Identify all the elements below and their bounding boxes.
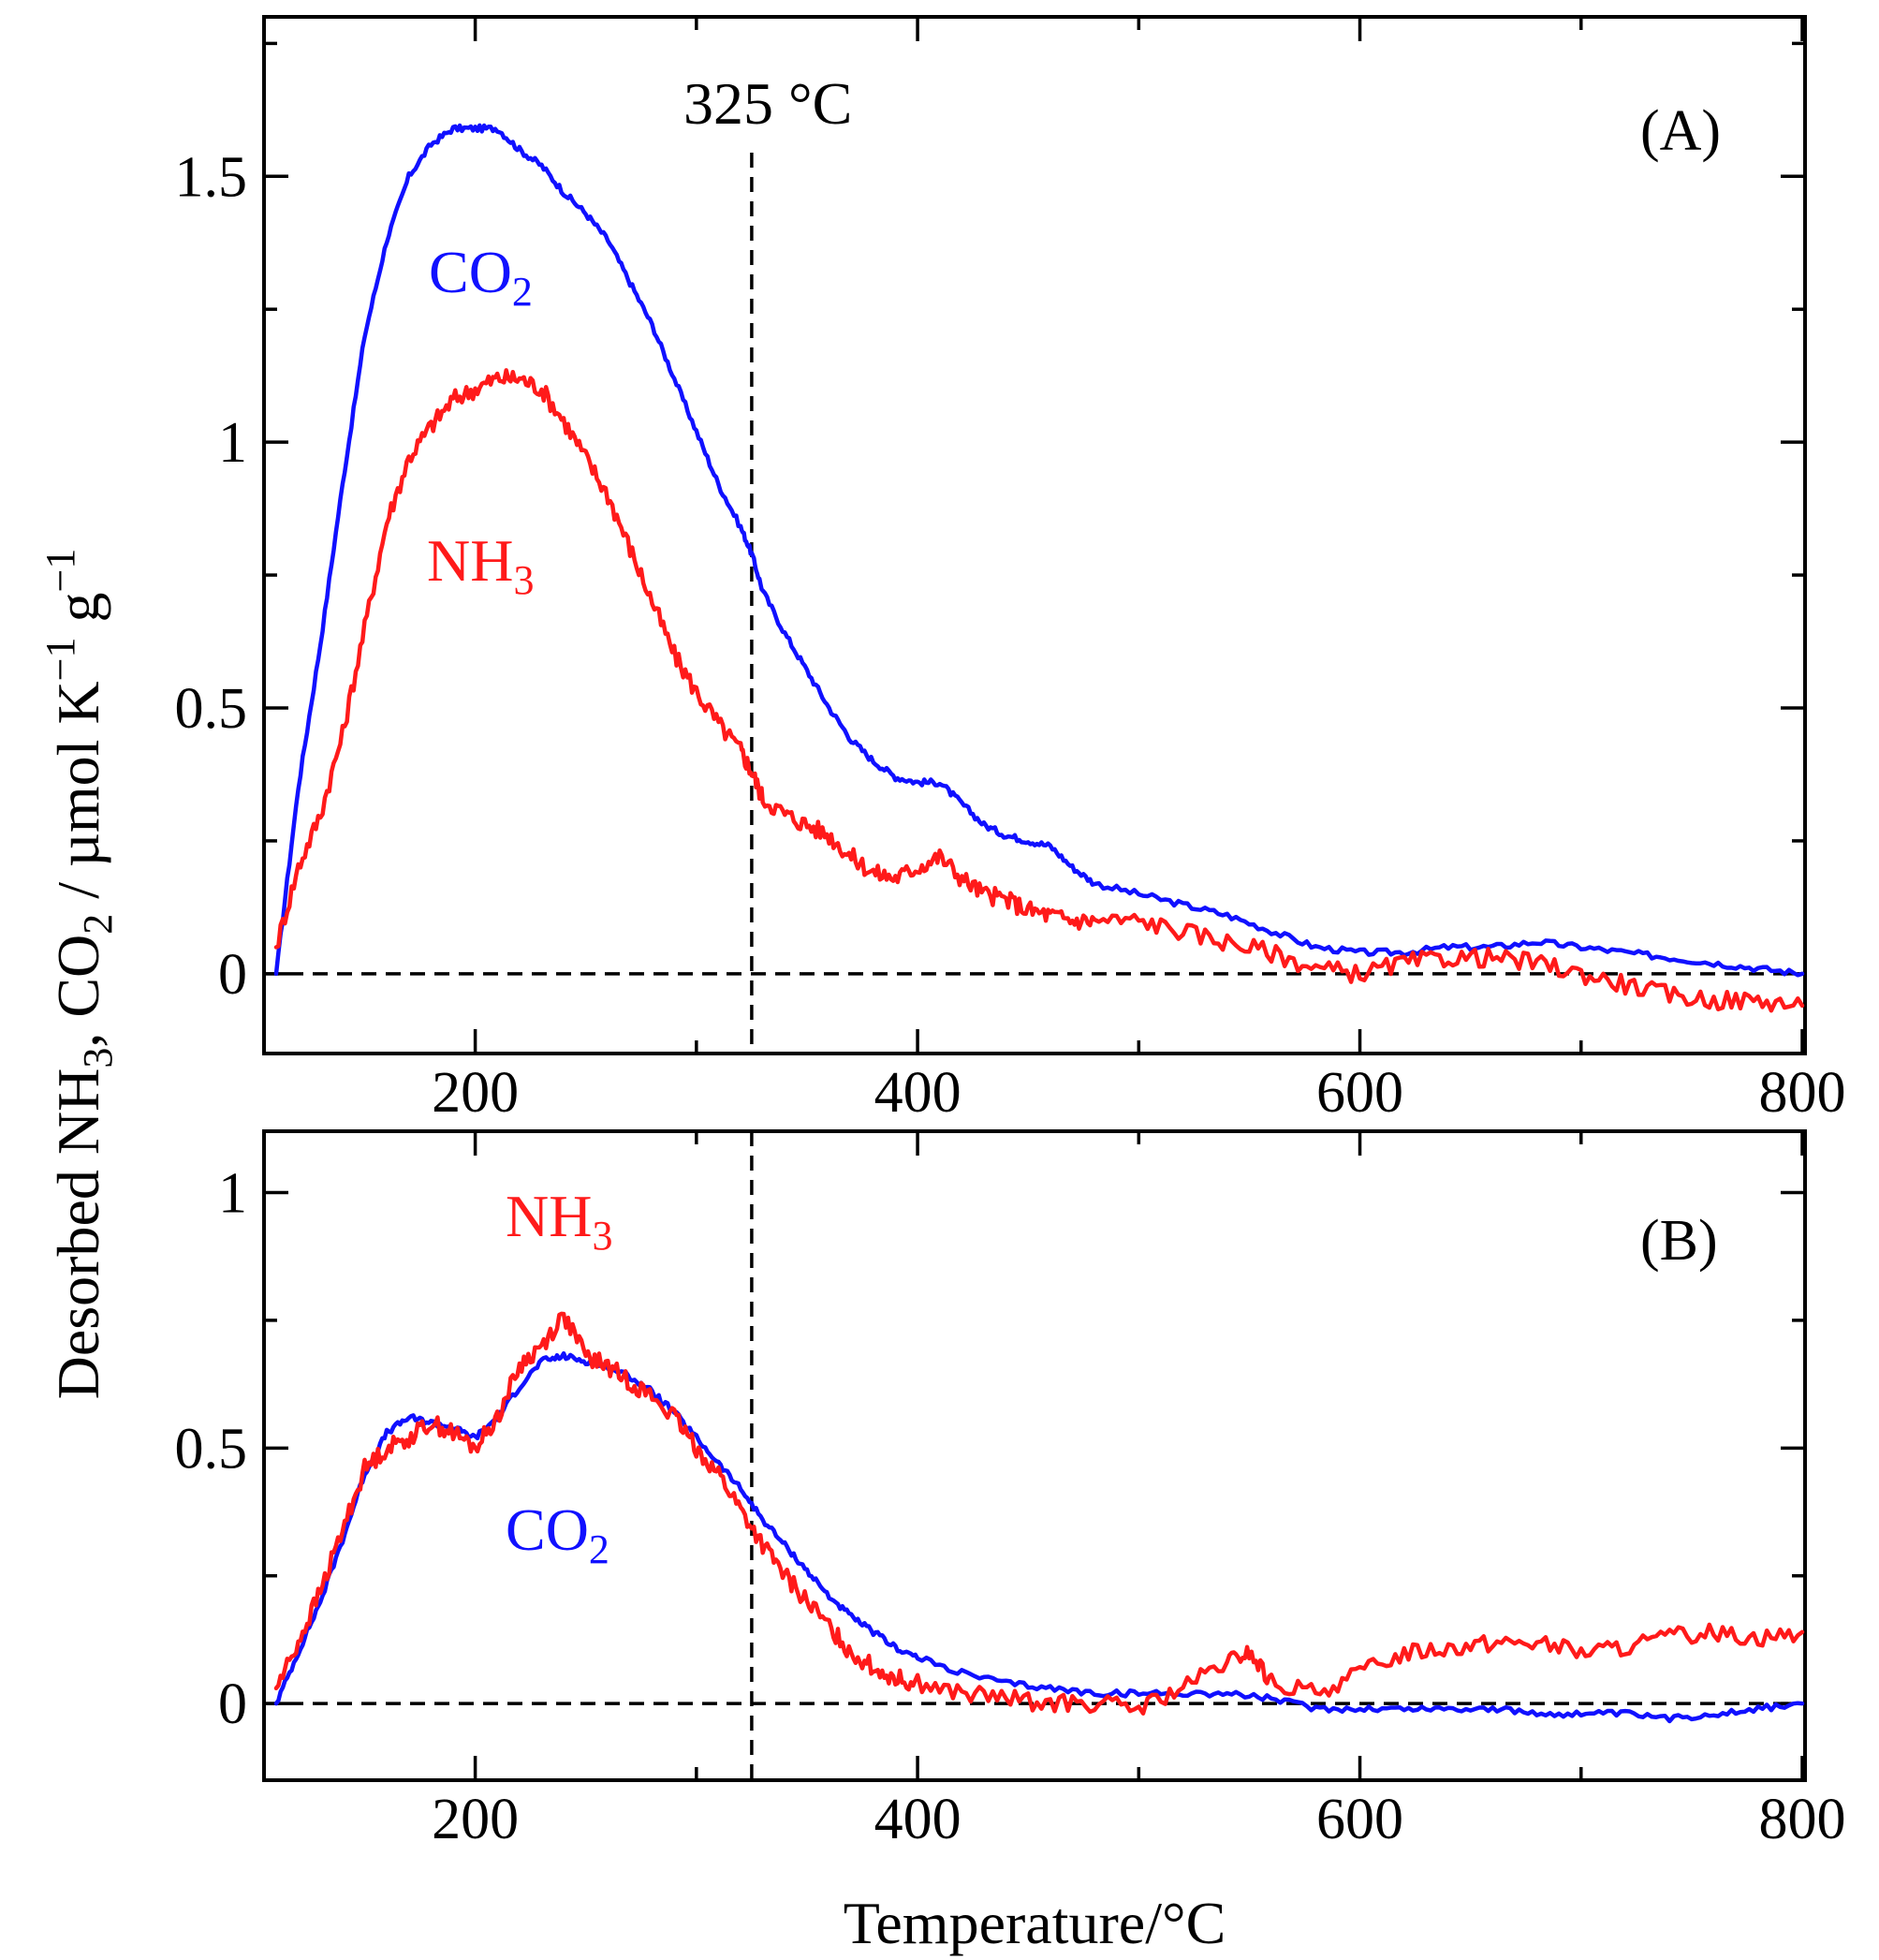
panel-a-tag: (A) <box>1640 99 1721 163</box>
x-tick-label: 200 <box>432 1061 519 1125</box>
y-tick-label: 1.5 <box>175 145 248 209</box>
x-tick-label: 200 <box>432 1788 519 1851</box>
panel-b-ticks: 200 400 600 800 0 0.5 1 <box>175 1131 1846 1851</box>
panel-a-nh3-sub: 3 <box>513 557 534 603</box>
x-tick-label: 600 <box>1316 1061 1403 1125</box>
y-tick-label: 0 <box>218 1673 247 1736</box>
series-nh3-line <box>273 1311 1805 1716</box>
x-tick-label: 400 <box>874 1061 962 1125</box>
panel-a-guides <box>264 153 1805 1054</box>
panel-b-co2-sub: 2 <box>589 1526 609 1572</box>
y-tick-label: 0.5 <box>175 1417 248 1481</box>
panel-b-co2-main: CO <box>506 1496 589 1563</box>
y-title-sup2: −1 <box>37 549 83 593</box>
x-tick-label: 800 <box>1759 1788 1846 1851</box>
y-tick-label: 0 <box>218 943 247 1007</box>
panel-a-co2-sub: 2 <box>512 269 533 315</box>
panel-b-guides <box>264 1131 1805 1780</box>
panel-b-nh3-main: NH <box>506 1183 592 1249</box>
panel-b-frame <box>262 1129 1807 1782</box>
y-title-sub2: 2 <box>75 914 121 935</box>
y-title-part1: Desorbed NH <box>45 1068 111 1400</box>
x-tick-label: 400 <box>874 1788 962 1851</box>
panel-a-nh3-main: NH <box>427 527 513 594</box>
series-nh3-line <box>273 368 1805 1013</box>
y-axis-title: Desorbed NH3, CO2 / µmol K−1 g−1 <box>37 549 121 1400</box>
panel-a-co2-main: CO <box>429 239 512 305</box>
x-tick-label: 600 <box>1316 1788 1403 1851</box>
y-tick-label: 1 <box>218 1161 247 1225</box>
y-title-part3: / µmol K <box>45 681 111 913</box>
y-title-sub1: 3 <box>75 1048 121 1068</box>
x-axis-title: Temperature/°C <box>844 1890 1226 1956</box>
panel-b-nh3-sub: 3 <box>592 1213 612 1259</box>
y-title-part2: , CO <box>45 935 111 1048</box>
panel-a-co2-label: CO2 <box>429 239 533 315</box>
panel-a: 200 400 600 800 0 0.5 1 1.5 (A) 325 °C CO2 NH3 <box>175 15 1846 1125</box>
y-tick-label: 0.5 <box>175 677 248 741</box>
panel-b-series <box>273 1311 1805 1724</box>
x-tick-label: 800 <box>1759 1061 1846 1125</box>
reference-label: 325 °C <box>683 70 852 137</box>
panel-a-frame <box>262 15 1807 1055</box>
panel-a-nh3-label: NH3 <box>427 527 534 603</box>
y-tick-label: 1 <box>218 411 247 475</box>
panel-a-ticks: 200 400 600 800 0 0.5 1 1.5 <box>175 17 1846 1125</box>
panel-b-co2-label: CO2 <box>506 1496 609 1572</box>
y-title-part4: g <box>45 592 111 637</box>
panel-b: 200 400 600 800 0 0.5 1 (B) NH3 CO2 <box>175 1129 1846 1851</box>
panel-b-nh3-label: NH3 <box>506 1183 612 1259</box>
panel-b-tag: (B) <box>1640 1209 1718 1273</box>
panel-a-series <box>273 123 1805 1013</box>
y-title-sup1: −1 <box>37 637 83 681</box>
